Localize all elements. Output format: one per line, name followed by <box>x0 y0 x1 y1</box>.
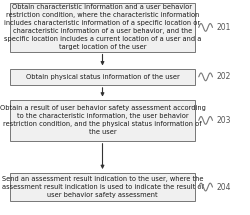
FancyBboxPatch shape <box>10 3 195 52</box>
FancyBboxPatch shape <box>10 100 195 141</box>
Text: Send an assessment result indication to the user, where the
assessment result in: Send an assessment result indication to … <box>2 176 203 198</box>
Text: 202: 202 <box>216 72 230 81</box>
FancyBboxPatch shape <box>10 69 195 85</box>
Text: 204: 204 <box>216 183 231 192</box>
Text: Obtain characteristic information and a user behavior
restriction condition, whe: Obtain characteristic information and a … <box>4 5 201 50</box>
Text: 203: 203 <box>216 116 231 125</box>
Text: Obtain physical status information of the user: Obtain physical status information of th… <box>26 74 180 80</box>
Text: Obtain a result of user behavior safety assessment according
to the characterist: Obtain a result of user behavior safety … <box>0 105 206 135</box>
Text: 201: 201 <box>216 23 230 32</box>
FancyBboxPatch shape <box>10 173 195 201</box>
